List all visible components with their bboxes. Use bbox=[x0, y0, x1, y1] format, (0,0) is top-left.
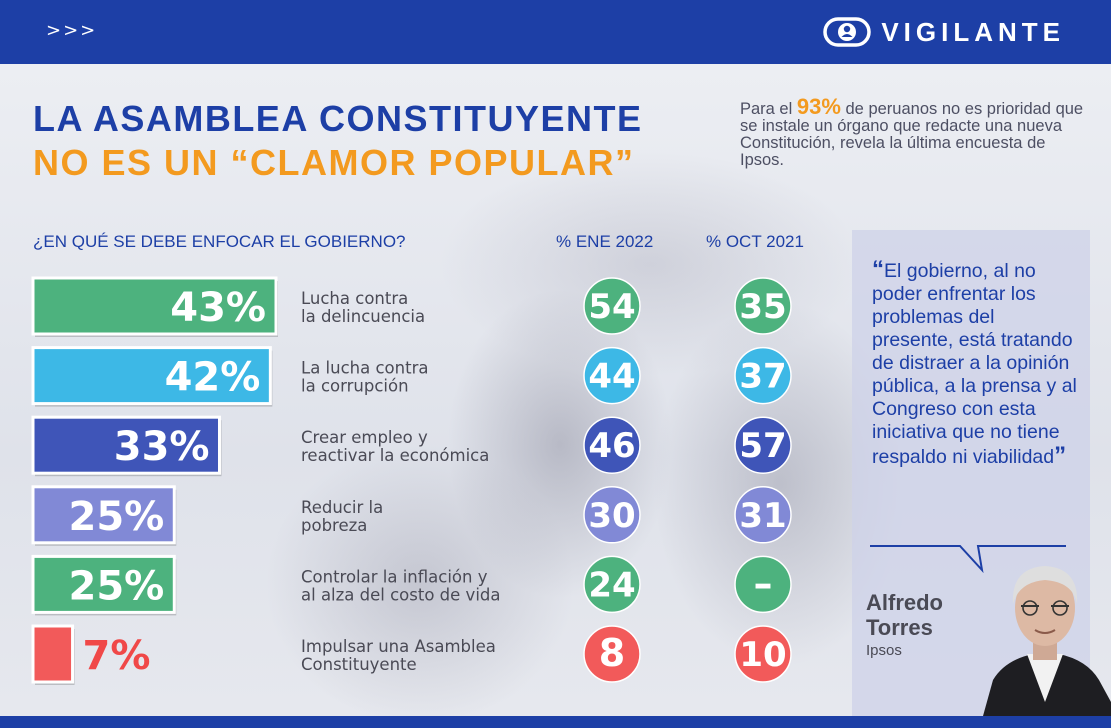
arrows-marker: >>> bbox=[46, 20, 98, 41]
bar-value-label-4: 25% bbox=[69, 563, 165, 609]
category-label-5-0: Impulsar una Asamblea bbox=[301, 637, 496, 656]
circle-value-oct-2021-0: 35 bbox=[739, 287, 786, 327]
category-label-4-1: al alza del costo de vida bbox=[301, 585, 500, 604]
circle-ene-2022-5 bbox=[583, 625, 641, 683]
circle-oct-2021-5 bbox=[734, 625, 792, 683]
bar-value-label-1: 42% bbox=[165, 355, 261, 401]
page-title-line1: LA ASAMBLEA CONSTITUYENTE bbox=[33, 98, 643, 139]
circle-value-oct-2021-3: 31 bbox=[739, 496, 786, 536]
quote-text: El gobierno, al no poder enfrentar los p… bbox=[872, 260, 1077, 468]
circle-oct-2021-1 bbox=[734, 346, 792, 405]
brand-name: VIGILANTE bbox=[881, 16, 1065, 47]
bar-5 bbox=[31, 624, 75, 684]
category-label-1-0: La lucha contra bbox=[301, 359, 428, 378]
top-bar: >>> VIGILANTE bbox=[0, 0, 1111, 64]
bar-value-label-5: 7% bbox=[83, 633, 151, 679]
author-last-name: Torres bbox=[866, 615, 933, 640]
category-label-0-0: Lucha contra bbox=[301, 289, 408, 308]
intro-post: de peruanos no es prioridad que se insta… bbox=[740, 100, 1084, 169]
intro-highlight: 93% bbox=[796, 94, 841, 119]
bar-2 bbox=[31, 415, 221, 475]
category-label-1-1: la corrupción bbox=[301, 377, 409, 396]
circle-value-ene-2022-1: 44 bbox=[588, 357, 635, 397]
circle-value-ene-2022-0: 54 bbox=[588, 287, 635, 327]
category-label-3-1: pobreza bbox=[301, 516, 367, 535]
category-label-3-0: Reducir la bbox=[301, 498, 383, 517]
circle-value-ene-2022-3: 30 bbox=[588, 496, 635, 536]
author-organization: Ipsos bbox=[866, 642, 902, 659]
circle-value-ene-2022-2: 46 bbox=[588, 426, 635, 466]
circle-ene-2022-4 bbox=[583, 555, 641, 614]
speech-bubble-tail bbox=[870, 545, 1066, 574]
circle-ene-2022-3 bbox=[583, 486, 641, 544]
category-label-2-1: reactivar la económica bbox=[301, 446, 489, 465]
bar-value-label-2: 33% bbox=[114, 424, 210, 470]
bar-1 bbox=[31, 346, 272, 406]
bar-3 bbox=[31, 485, 176, 545]
quote-open-mark: “ bbox=[872, 256, 884, 283]
author-first-name: Alfredo bbox=[866, 590, 943, 615]
circle-value-oct-2021-4: – bbox=[754, 561, 773, 605]
category-label-0-1: la delincuencia bbox=[301, 307, 425, 326]
circle-oct-2021-0 bbox=[734, 277, 792, 335]
category-label-4-0: Controlar la inflación y bbox=[301, 567, 488, 586]
vigilante-eye-icon bbox=[823, 17, 872, 47]
circle-value-oct-2021-2: 57 bbox=[739, 426, 786, 466]
circle-oct-2021-3 bbox=[734, 486, 792, 544]
quote-text-block: “El gobierno, al no poder enfrentar los … bbox=[872, 258, 1077, 469]
circle-ene-2022-2 bbox=[583, 416, 641, 474]
bar-value-label-0: 43% bbox=[170, 285, 266, 331]
circle-value-oct-2021-1: 37 bbox=[739, 357, 786, 397]
intro-text: Para el 93% de peruanos no es prioridad … bbox=[740, 96, 1090, 169]
circle-oct-2021-4 bbox=[734, 555, 792, 614]
circle-value-oct-2021-5: 10 bbox=[739, 635, 786, 675]
column-header-ene-2022: % ENE 2022 bbox=[556, 232, 654, 251]
bar-4 bbox=[31, 554, 176, 614]
category-label-5-1: Constituyente bbox=[301, 655, 417, 674]
intro-pre: Para el bbox=[740, 100, 797, 118]
circle-ene-2022-1 bbox=[583, 346, 641, 405]
bar-value-label-3: 25% bbox=[69, 494, 165, 540]
column-header-oct-2021: % OCT 2021 bbox=[706, 232, 804, 251]
circle-value-ene-2022-4: 24 bbox=[588, 565, 635, 605]
brand-logo: VIGILANTE bbox=[823, 14, 1065, 50]
quote-close-mark: ” bbox=[1054, 442, 1067, 469]
category-label-2-0: Crear empleo y bbox=[301, 428, 428, 447]
person-portrait-icon bbox=[983, 566, 1111, 716]
quote-author: Alfredo Torres Ipsos bbox=[866, 590, 943, 659]
page-title-line2: NO ES UN “CLAMOR POPULAR” bbox=[33, 142, 635, 183]
bar-0 bbox=[31, 276, 278, 336]
chart-question: ¿EN QUÉ SE DEBE ENFOCAR EL GOBIERNO? bbox=[33, 232, 406, 251]
circle-ene-2022-0 bbox=[583, 277, 641, 335]
circle-oct-2021-2 bbox=[734, 416, 792, 474]
bottom-bar bbox=[0, 716, 1111, 728]
circle-value-ene-2022-5: 8 bbox=[599, 631, 625, 675]
